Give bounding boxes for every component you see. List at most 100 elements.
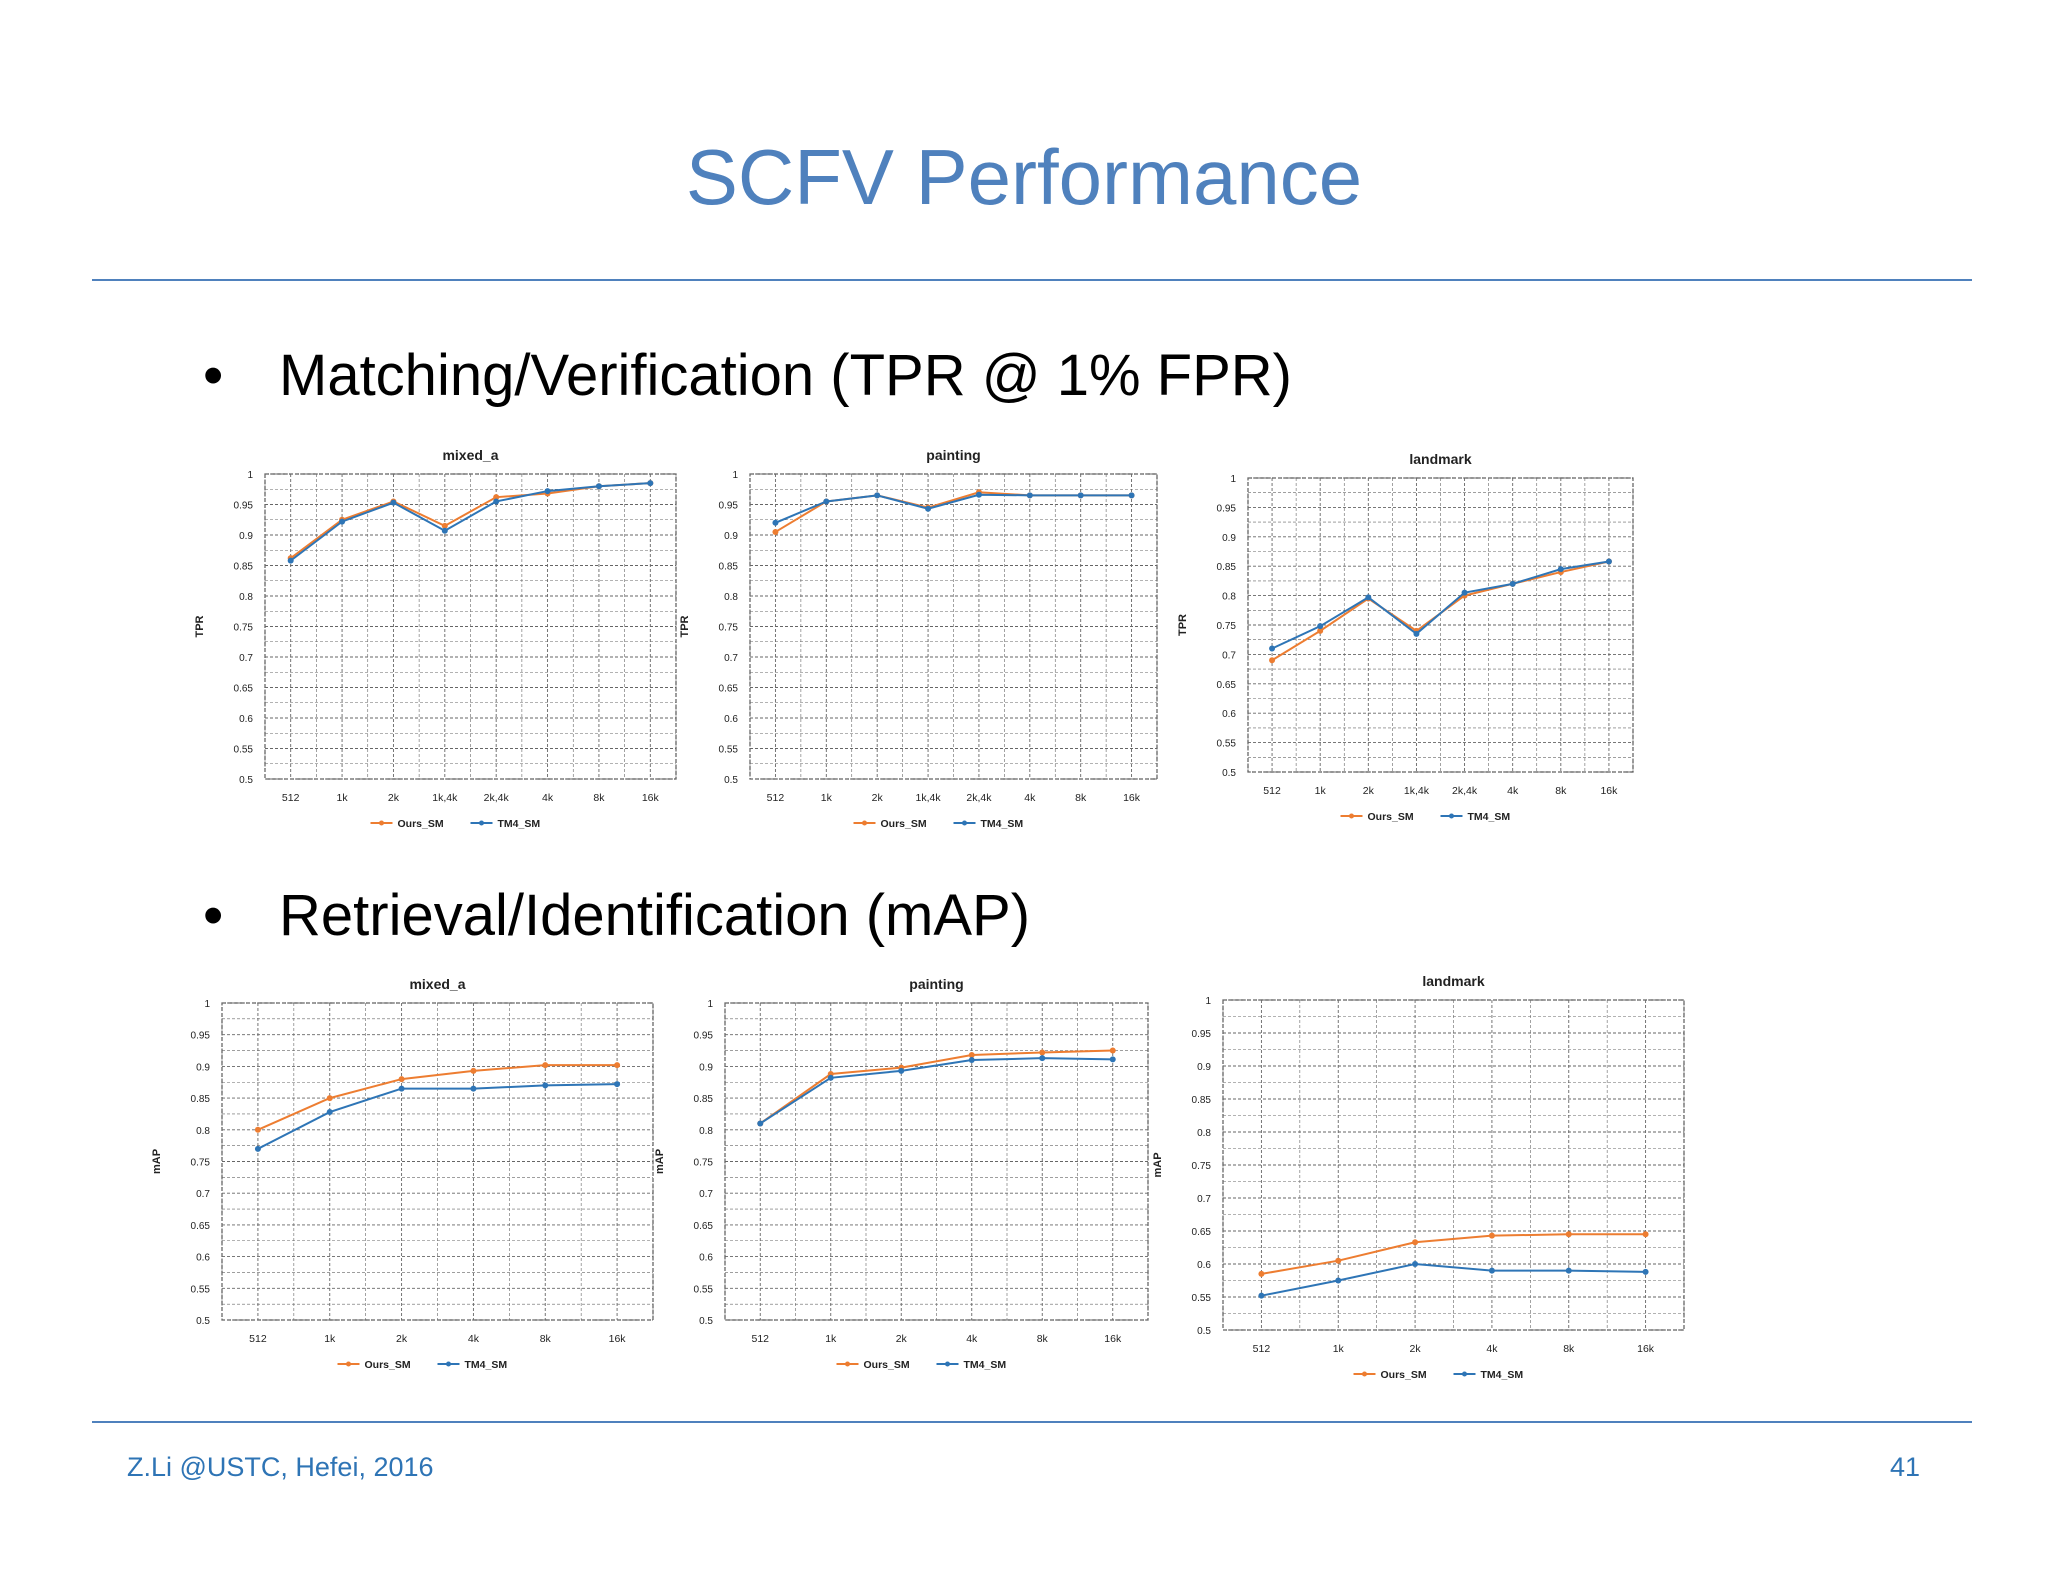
data-point-tm4_sm (1412, 1261, 1419, 1267)
data-point-tm4_sm (823, 498, 830, 505)
y-tick-label: 0.8 (1222, 592, 1236, 603)
legend-marker-tm4_sm (945, 1361, 950, 1367)
data-point-tm4_sm (390, 499, 397, 506)
y-tick-label: 0.95 (719, 501, 739, 512)
chart-title: mixed_a (409, 976, 465, 992)
y-tick-label: 0.95 (191, 1031, 211, 1042)
y-tick-label: 0.5 (699, 1316, 713, 1327)
data-point-tm4_sm (254, 1145, 261, 1152)
x-tick-label: 16k (609, 1333, 627, 1345)
legend-marker-ours_sm (862, 820, 867, 826)
data-point-tm4_sm (441, 527, 448, 534)
y-tick-label: 0.75 (1217, 621, 1237, 632)
legend-marker-tm4_sm (1462, 1371, 1467, 1377)
y-tick-label: 0.85 (719, 562, 739, 573)
legend-marker-tm4_sm (446, 1361, 451, 1367)
data-point-ours_sm (614, 1062, 621, 1069)
y-tick-label: 0.9 (239, 531, 253, 542)
x-tick-label: 1k (825, 1333, 837, 1345)
x-tick-label: 4k (1024, 792, 1036, 804)
x-tick-label: 1k,4k (916, 792, 942, 804)
chart-title: landmark (1409, 451, 1471, 467)
x-tick-label: 2k (1410, 1343, 1422, 1355)
data-point-tm4_sm (968, 1057, 975, 1064)
legend-label: Ours_SM (398, 818, 444, 830)
data-point-tm4_sm (595, 483, 602, 490)
data-point-tm4_sm (1565, 1267, 1572, 1274)
data-point-tm4_sm (398, 1085, 405, 1092)
legend-label: Ours_SM (864, 1359, 910, 1371)
y-tick-label: 0.7 (1222, 650, 1236, 661)
y-axis-label: mAP (151, 1149, 163, 1174)
legend-marker-tm4_sm (479, 820, 484, 826)
data-point-tm4_sm (1258, 1292, 1265, 1299)
x-tick-label: 4k (468, 1333, 480, 1345)
y-tick-label: 0.7 (239, 653, 253, 664)
y-tick-label: 0.75 (719, 623, 739, 634)
y-tick-label: 0.6 (239, 714, 253, 725)
bullet-retrieval: • Retrieval/Identification (mAP) (203, 887, 1030, 945)
x-tick-label: 512 (1263, 785, 1281, 797)
data-point-tm4_sm (925, 505, 932, 512)
y-tick-label: 0.55 (1217, 739, 1237, 750)
y-tick-label: 0.65 (1217, 680, 1237, 691)
y-tick-label: 0.55 (191, 1284, 211, 1295)
chart-map-landmark: landmark 0.5 0.55 0.6 0.65 0.7 0.75 0.8 0.85 0.9 0… (1152, 973, 1685, 1381)
data-point-tm4_sm (1488, 1267, 1495, 1274)
y-tick-label: 0.85 (694, 1094, 714, 1105)
x-tick-label: 8k (1037, 1333, 1049, 1345)
y-tick-label: 1 (707, 999, 713, 1010)
data-point-ours_sm (441, 522, 448, 529)
y-tick-label: 0.65 (719, 684, 739, 695)
slide-title: SCFV Performance (685, 133, 1363, 221)
y-tick-label: 0.6 (196, 1253, 210, 1264)
legend-label: Ours_SM (365, 1359, 411, 1371)
y-tick-label: 0.8 (699, 1126, 713, 1137)
x-tick-label: 2k,4k (966, 792, 992, 804)
y-tick-label: 0.75 (191, 1158, 211, 1169)
legend-marker-ours_sm (1362, 1371, 1367, 1377)
chart-title: landmark (1422, 973, 1484, 989)
data-point-tm4_sm (1039, 1055, 1046, 1062)
x-tick-label: 512 (751, 1333, 769, 1345)
data-point-ours_sm (542, 1062, 549, 1069)
y-tick-label: 0.9 (196, 1062, 210, 1073)
x-tick-label: 512 (767, 792, 785, 804)
y-tick-label: 0.9 (699, 1062, 713, 1073)
y-tick-label: 0.6 (1222, 709, 1236, 720)
y-axis-label: TPR (679, 615, 691, 637)
footer-credit: Z.Li @USTC, Hefei, 2016 (127, 1452, 434, 1482)
x-tick-label: 1k,4k (432, 792, 458, 804)
data-point-ours_sm (1412, 1239, 1419, 1246)
legend-marker-tm4_sm (1449, 813, 1454, 819)
y-tick-label: 1 (1230, 474, 1236, 485)
data-point-ours_sm (254, 1126, 261, 1133)
y-tick-label: 0.9 (724, 531, 738, 542)
y-tick-label: 1 (732, 470, 738, 481)
y-tick-label: 0.65 (694, 1221, 714, 1232)
data-point-tm4_sm (757, 1120, 764, 1127)
x-tick-label: 16k (1123, 792, 1141, 804)
x-tick-label: 16k (1637, 1343, 1655, 1355)
data-point-ours_sm (1565, 1231, 1572, 1238)
x-tick-label: 4k (542, 792, 554, 804)
series-line-tm4_sm (759, 1057, 1113, 1125)
data-point-tm4_sm (1365, 594, 1372, 601)
bullet-symbol: • (203, 343, 224, 408)
data-point-ours_sm (772, 528, 779, 535)
y-tick-label: 0.85 (1217, 562, 1237, 573)
y-tick-label: 0.65 (191, 1221, 211, 1232)
y-axis-label: mAP (654, 1149, 666, 1174)
y-tick-label: 0.75 (1192, 1161, 1212, 1172)
y-tick-label: 0.85 (191, 1094, 211, 1105)
x-tick-label: 8k (1555, 785, 1567, 797)
x-tick-label: 8k (1563, 1343, 1575, 1355)
y-tick-label: 0.9 (1197, 1062, 1211, 1073)
legend-marker-ours_sm (1349, 813, 1354, 819)
y-tick-label: 0.7 (1197, 1194, 1211, 1205)
y-tick-label: 0.95 (1192, 1029, 1212, 1040)
y-tick-label: 0.95 (694, 1031, 714, 1042)
legend-marker-ours_sm (346, 1361, 351, 1367)
y-tick-label: 0.7 (699, 1189, 713, 1200)
y-tick-label: 1 (247, 470, 253, 481)
